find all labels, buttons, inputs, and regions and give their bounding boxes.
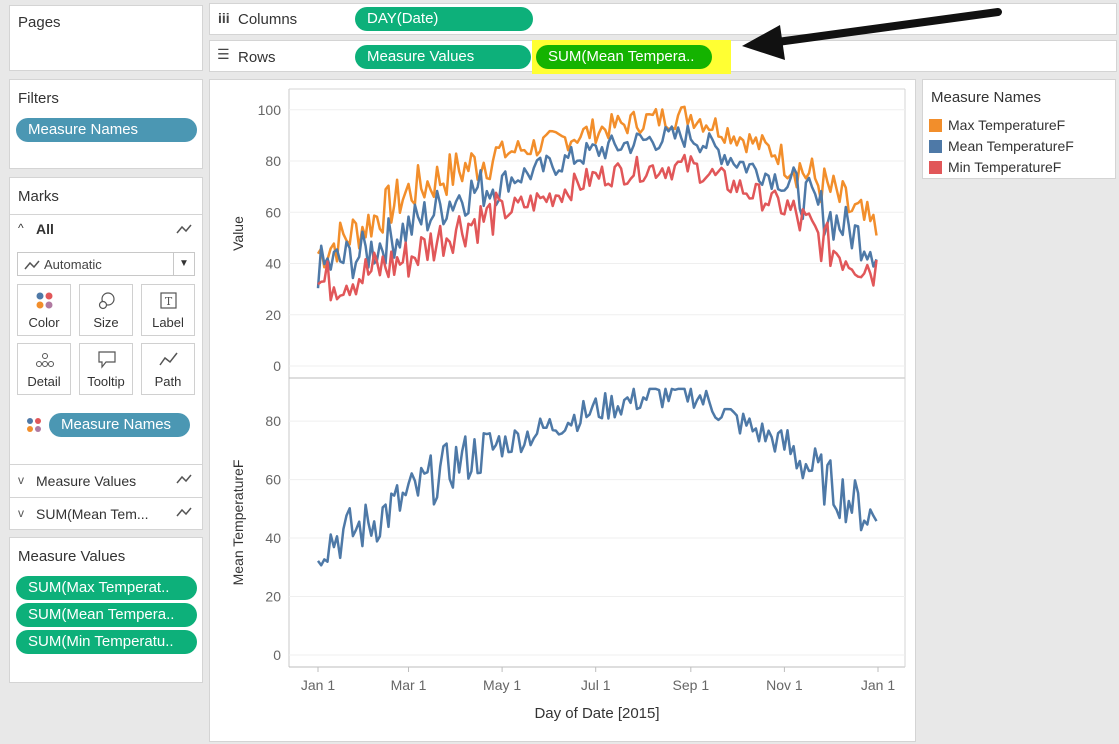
legend-item-max[interactable]: Max TemperatureF [929, 117, 1065, 133]
columns-icon: iii [218, 10, 230, 26]
y-tick-label: 60 [265, 472, 281, 488]
measure-values-title: Measure Values [18, 548, 126, 565]
path-icon [159, 352, 178, 366]
rows-pill-sum-mean-temperature[interactable]: SUM(Mean Tempera.. [536, 45, 712, 69]
color-button-label: Color [28, 315, 60, 330]
legend-label: Min TemperatureF [948, 159, 1062, 175]
legend-label: Mean TemperatureF [948, 138, 1074, 154]
filter-pill-measure-names[interactable]: Measure Names [16, 118, 197, 142]
rows-label: Rows [238, 49, 276, 66]
filters-panel[interactable]: Filters Measure Names [9, 79, 203, 169]
color-pill-measure-names[interactable]: Measure Names [49, 413, 190, 437]
columns-pill-day-date[interactable]: DAY(Date) [355, 7, 533, 31]
svg-text:T: T [165, 295, 173, 308]
legend-label: Max TemperatureF [948, 117, 1066, 133]
path-button-label: Path [154, 374, 182, 389]
mark-type-dropdown[interactable]: Automatic ▼ [17, 252, 195, 276]
legend-item-min[interactable]: Min TemperatureF [929, 159, 1061, 175]
x-tick-label: May 1 [483, 677, 521, 693]
measure-values-panel[interactable]: Measure Values SUM(Max Temperat.. SUM(Me… [9, 537, 203, 683]
marks-all-label: All [36, 221, 54, 237]
rows-pill-measure-values[interactable]: Measure Values [355, 45, 531, 69]
y-tick-label: 0 [273, 647, 281, 663]
measure-pill-max[interactable]: SUM(Max Temperat.. [16, 576, 197, 600]
detail-button-label: Detail [27, 374, 61, 389]
line-mark-icon [24, 260, 40, 270]
marks-row-label: SUM(Mean Tem... [36, 506, 149, 522]
x-axis-title: Day of Date [2015] [534, 705, 659, 722]
marks-row-measure-values[interactable]: v Measure Values [10, 464, 202, 497]
collapse-icon[interactable]: ^ [18, 221, 24, 235]
tooltip-button-label: Tooltip [87, 374, 125, 389]
tooltip-button[interactable]: Tooltip [79, 343, 133, 395]
marks-title: Marks [18, 188, 59, 205]
series-line [316, 124, 878, 289]
legend-item-mean[interactable]: Mean TemperatureF [929, 138, 1074, 154]
tooltip-icon [98, 351, 116, 369]
detail-icon [36, 353, 54, 367]
measure-pill-min[interactable]: SUM(Min Temperatu.. [16, 630, 197, 654]
expand-icon[interactable]: v [18, 473, 24, 487]
pages-panel[interactable]: Pages [9, 5, 203, 71]
color-encoding-icon [27, 418, 41, 432]
x-tick-label: Jan 1 [301, 677, 335, 693]
y-tick-label: 20 [265, 589, 281, 605]
y-tick-label: 40 [265, 530, 281, 546]
dropdown-arrow-icon: ▼ [173, 253, 194, 275]
x-tick-label: Jul 1 [581, 677, 611, 693]
marks-row-label: Measure Values [36, 473, 137, 489]
legend-title: Measure Names [931, 89, 1042, 106]
label-button-label: Label [152, 315, 184, 330]
line-mark-icon [176, 474, 192, 484]
series-line [316, 105, 878, 269]
y-axis-title: Mean TemperatureF [230, 460, 246, 586]
y-tick-label: 40 [265, 256, 281, 272]
columns-label: Columns [238, 11, 298, 28]
y-tick-label: 0 [273, 358, 281, 374]
y-axis-title: Value [230, 216, 246, 251]
y-tick-label: 20 [265, 307, 281, 323]
color-icon [36, 292, 53, 309]
y-tick-label: 80 [265, 153, 281, 169]
pages-title: Pages [18, 14, 61, 31]
y-tick-label: 100 [258, 102, 282, 118]
marks-row-sum-mean[interactable]: v SUM(Mean Tem... [10, 497, 202, 530]
marks-all-row[interactable]: ^ All [10, 214, 202, 243]
legend-swatch [929, 140, 942, 153]
annotation-arrow [742, 8, 1002, 60]
size-icon [98, 292, 115, 310]
line-chart[interactable]: 0 20 40 60 80 100 Value 0 20 40 60 80 Mean Temperatu… [209, 79, 916, 742]
rows-icon: ☰ [217, 46, 230, 62]
filters-title: Filters [18, 90, 59, 107]
size-button[interactable]: Size [79, 284, 133, 336]
path-button[interactable]: Path [141, 343, 195, 395]
size-button-label: Size [93, 315, 119, 330]
y-tick-label: 80 [265, 413, 281, 429]
x-tick-label: Jan 1 [861, 677, 895, 693]
label-button[interactable]: T Label [141, 284, 195, 336]
legend-panel[interactable]: Measure Names Max TemperatureF Mean Temp… [922, 79, 1116, 179]
marks-panel[interactable]: Marks ^ All Automatic ▼ Color Size T Lab… [9, 177, 203, 530]
color-button[interactable]: Color [17, 284, 71, 336]
detail-button[interactable]: Detail [17, 343, 71, 395]
legend-swatch [929, 119, 942, 132]
x-tick-label: Sep 1 [673, 677, 710, 693]
series-line [317, 153, 878, 302]
line-mark-icon [176, 224, 192, 234]
mark-type-label: Automatic [44, 257, 102, 272]
legend-swatch [929, 161, 942, 174]
measure-pill-mean[interactable]: SUM(Mean Tempera.. [16, 603, 197, 627]
x-tick-label: Nov 1 [766, 677, 803, 693]
y-tick-label: 60 [265, 204, 281, 220]
x-tick-label: Mar 1 [391, 677, 427, 693]
expand-icon[interactable]: v [18, 506, 24, 520]
series-line [316, 387, 878, 567]
line-mark-icon [176, 507, 192, 517]
rows-shelf[interactable]: ☰ Rows Measure Values SUM(Mean Tempera.. [209, 40, 1117, 74]
label-icon: T [160, 292, 177, 309]
